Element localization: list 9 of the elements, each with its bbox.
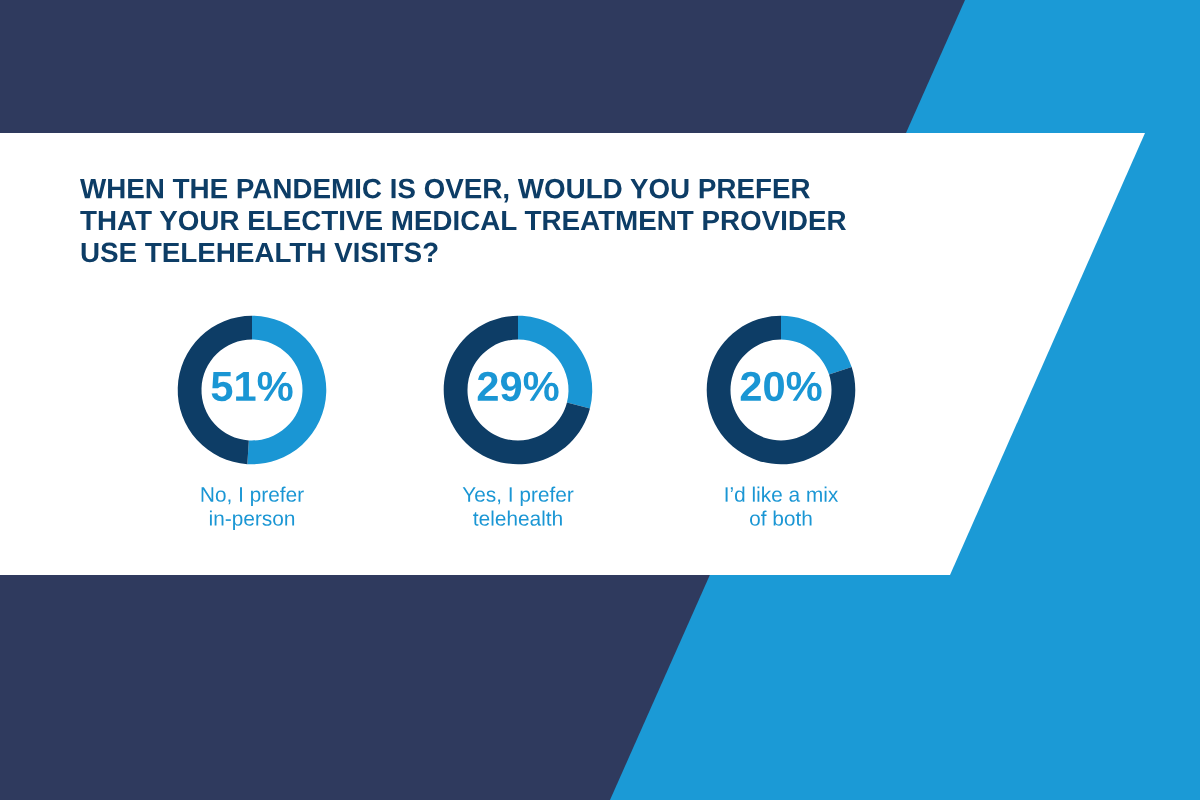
donut-slice <box>706 315 856 465</box>
data-label: 20% <box>740 371 822 402</box>
data-label: 29% <box>477 371 559 402</box>
text: I’d like a mix of both <box>725 486 839 526</box>
text: WHEN THE PANDEMIC IS OVER, WOULD YOU PREFER THAT YOUR ELECTIVE MEDICAL TREATMENT PROVIDER USE TELEHEALTH VISITS? <box>80 178 846 263</box>
text: No, I prefer in-person <box>201 486 304 530</box>
data-label: 51% <box>211 371 293 402</box>
text: Yes, I prefer telehealth <box>462 486 574 526</box>
donut-slice <box>443 315 590 465</box>
